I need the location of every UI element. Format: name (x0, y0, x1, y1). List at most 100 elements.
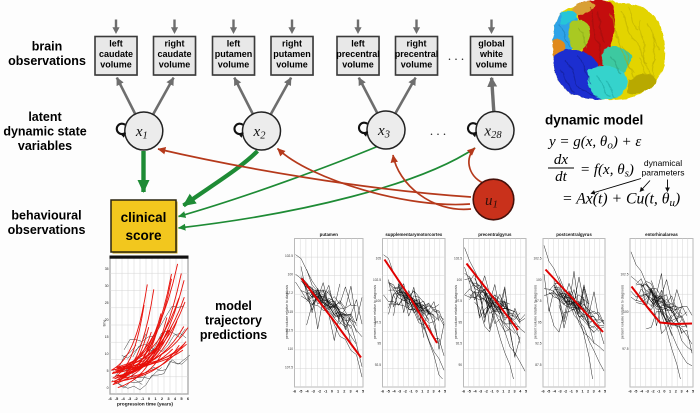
svg-text:volume: volume (100, 60, 132, 70)
svg-text:-6: -6 (381, 390, 384, 394)
svg-text:15: 15 (105, 335, 109, 339)
svg-text:2: 2 (427, 390, 429, 394)
svg-text:3: 3 (514, 390, 516, 394)
svg-text:putamen: putamen (273, 49, 311, 59)
svg-text:volume: volume (276, 60, 308, 70)
svg-text:latent: latent (28, 110, 62, 124)
svg-text:precentral: precentral (336, 49, 380, 59)
svg-text:= Ax(t) + Cu(t, θu): = Ax(t) + Cu(t, θu) (562, 191, 680, 210)
svg-text:2: 2 (508, 390, 510, 394)
svg-text:percent volume relative to dia: percent volume relative to diagnosis (285, 285, 289, 339)
svg-text:volume: volume (401, 60, 433, 70)
svg-text:0: 0 (148, 396, 151, 401)
svg-text:left: left (109, 39, 123, 49)
svg-text:behavioural: behavioural (11, 209, 81, 223)
svg-text:90: 90 (458, 363, 462, 367)
svg-text:102.5: 102.5 (373, 278, 381, 282)
svg-text:102.5: 102.5 (454, 257, 462, 261)
svg-text:2: 2 (587, 390, 589, 394)
svg-text:112.5: 112.5 (285, 328, 293, 332)
svg-text:volume: volume (218, 60, 250, 70)
svg-text:caudate: caudate (99, 49, 133, 59)
svg-text:-5: -5 (634, 390, 637, 394)
svg-text:3: 3 (680, 390, 682, 394)
svg-text:-6: -6 (293, 390, 296, 394)
svg-text:. . .: . . . (430, 123, 446, 138)
svg-text:volume: volume (342, 60, 374, 70)
svg-text:observations: observations (8, 54, 86, 68)
svg-text:97.5: 97.5 (535, 299, 541, 303)
svg-text:102.5: 102.5 (534, 257, 542, 261)
svg-text:left: left (351, 39, 365, 49)
svg-text:y = g(x, θo) + ε: y = g(x, θo) + ε (547, 134, 641, 152)
svg-text:100: 100 (376, 299, 382, 303)
svg-text:= f(x, θs): = f(x, θs) (580, 162, 634, 180)
svg-text:-5: -5 (387, 390, 390, 394)
svg-text:5: 5 (107, 369, 109, 373)
svg-text:97.5: 97.5 (375, 320, 381, 324)
svg-text:4: 4 (356, 390, 359, 394)
svg-text:100: 100 (457, 278, 463, 282)
svg-text:-4: -4 (121, 396, 125, 401)
svg-text:5: 5 (180, 396, 183, 401)
svg-text:105: 105 (376, 257, 382, 261)
svg-text:0: 0 (416, 390, 418, 394)
svg-text:precentralgyrus: precentralgyrus (478, 232, 512, 237)
svg-text:-3: -3 (479, 390, 482, 394)
svg-text:time: time (103, 320, 107, 327)
svg-text:supplementarymotorcortex: supplementarymotorcortex (385, 232, 442, 237)
svg-text:3: 3 (433, 390, 435, 394)
svg-text:postcentralgyrus: postcentralgyrus (556, 232, 592, 237)
svg-text:precentral: precentral (395, 49, 439, 59)
svg-text:0: 0 (331, 390, 333, 394)
svg-text:6: 6 (187, 396, 190, 401)
svg-text:-6: -6 (541, 390, 544, 394)
svg-text:-2: -2 (318, 390, 321, 394)
svg-text:clinical: clinical (121, 210, 167, 225)
svg-text:0: 0 (107, 386, 109, 390)
svg-text:percent volume relative to dia: percent volume relative to diagnosis (373, 285, 377, 339)
svg-text:-4: -4 (640, 390, 644, 394)
svg-text:-6: -6 (628, 390, 631, 394)
svg-text:-1: -1 (141, 396, 145, 401)
svg-text:dynamic model: dynamic model (545, 113, 643, 128)
svg-text:92.5: 92.5 (375, 363, 381, 367)
svg-text:2: 2 (161, 396, 164, 401)
svg-text:92.5: 92.5 (456, 342, 462, 346)
svg-text:predictions: predictions (200, 328, 267, 342)
svg-text:25: 25 (105, 301, 109, 305)
svg-text:right: right (282, 39, 302, 49)
svg-text:dynamic state: dynamic state (3, 125, 86, 139)
svg-text:5: 5 (525, 390, 527, 394)
svg-text:-4: -4 (473, 390, 477, 394)
svg-text:1: 1 (421, 390, 423, 394)
svg-text:3: 3 (593, 390, 595, 394)
svg-text:2: 2 (343, 390, 345, 394)
svg-text:1: 1 (337, 390, 339, 394)
svg-text:variables: variables (18, 139, 72, 153)
svg-text:volume: volume (476, 60, 508, 70)
svg-text:putamen: putamen (320, 232, 339, 237)
svg-text:102.5: 102.5 (621, 273, 629, 277)
svg-text:110: 110 (288, 347, 293, 351)
svg-text:-5: -5 (468, 390, 471, 394)
svg-text:-5: -5 (115, 396, 119, 401)
svg-text:5: 5 (692, 390, 694, 394)
svg-text:dx: dx (554, 152, 569, 168)
svg-text:95: 95 (377, 342, 381, 346)
svg-text:4: 4 (598, 390, 601, 394)
svg-text:107.5: 107.5 (285, 365, 293, 369)
svg-text:model: model (215, 299, 252, 313)
svg-text:10: 10 (105, 352, 109, 356)
svg-text:97.5: 97.5 (622, 347, 628, 351)
svg-text:-4: -4 (392, 390, 396, 394)
svg-text:-1: -1 (409, 390, 412, 394)
svg-text:-1: -1 (490, 390, 493, 394)
svg-text:5: 5 (604, 390, 606, 394)
svg-text:white: white (479, 49, 503, 59)
svg-text:-2: -2 (564, 390, 567, 394)
svg-text:-1: -1 (657, 390, 660, 394)
svg-text:left: left (227, 39, 241, 49)
svg-text:4: 4 (519, 390, 522, 394)
svg-text:0: 0 (663, 390, 665, 394)
